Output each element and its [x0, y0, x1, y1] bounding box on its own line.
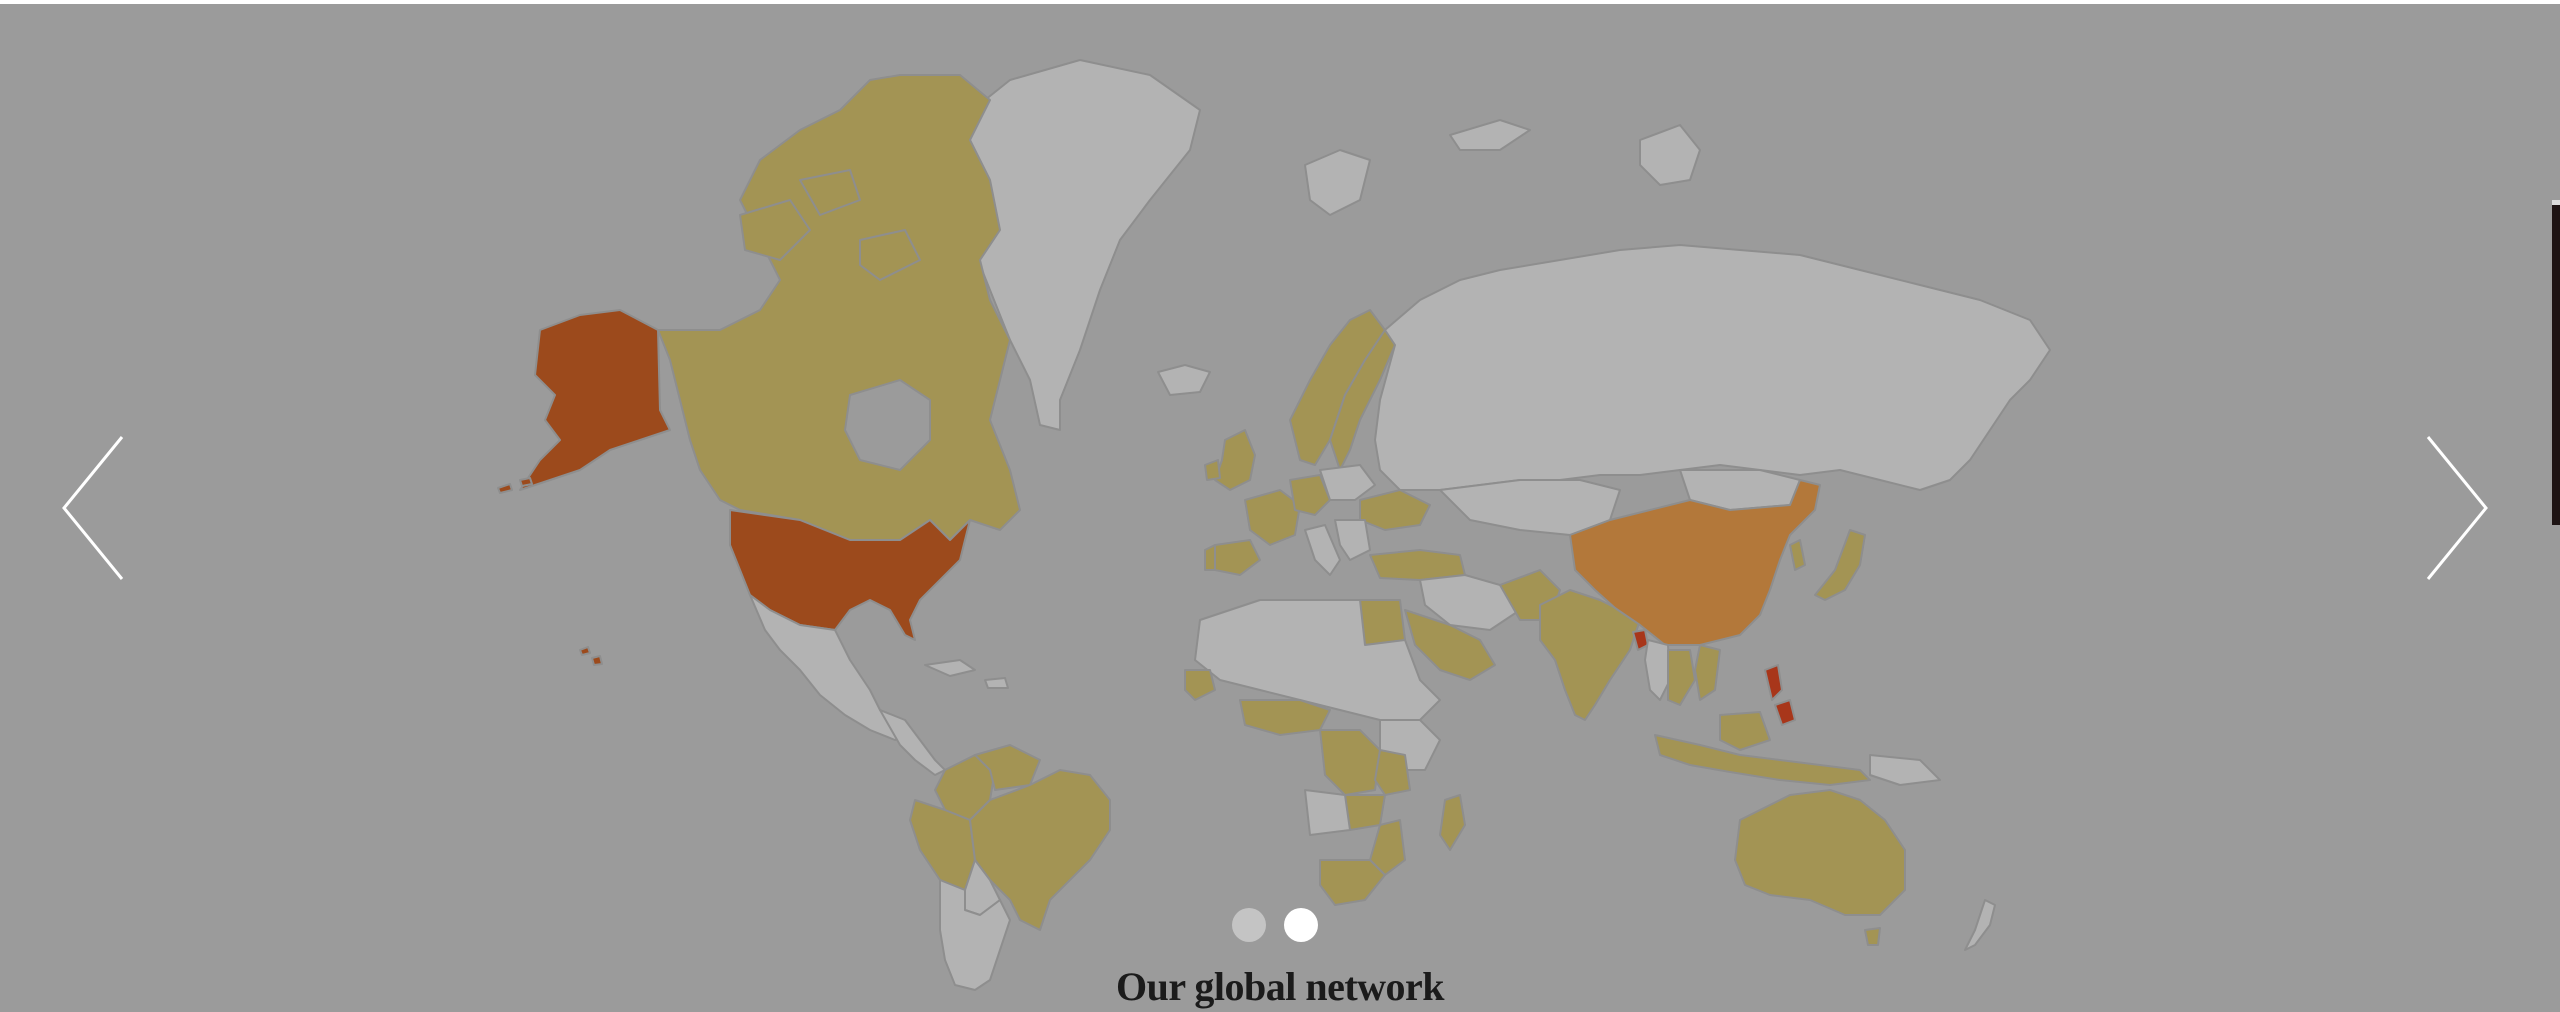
- country-tanzania: [1374, 749, 1411, 796]
- country-portugal: [1204, 544, 1216, 571]
- country-canada: [657, 74, 1021, 541]
- chevron-left-icon: [62, 436, 124, 580]
- country-japan: [1814, 529, 1866, 601]
- country-new-zealand: [1964, 899, 1996, 951]
- state-alaska: [519, 309, 671, 491]
- country-mozambique-zimbabwe: [1369, 819, 1406, 876]
- country-russia: [1374, 244, 2051, 491]
- previous-slide-button[interactable]: [50, 433, 130, 583]
- country-saudi-arabia: [1404, 609, 1496, 681]
- country-tasmania: [1864, 927, 1881, 946]
- country-spain: [1214, 539, 1261, 576]
- country-thailand: [1667, 649, 1696, 706]
- next-slide-button[interactable]: [2420, 433, 2500, 583]
- country-egypt: [1359, 599, 1406, 646]
- canada-islands-3: [859, 229, 921, 281]
- central-america: [879, 709, 946, 776]
- arctic-islands-west: [1304, 149, 1371, 216]
- canada-islands-2: [799, 169, 861, 216]
- country-drc: [1319, 729, 1381, 796]
- canada-islands-1: [739, 199, 811, 261]
- country-argentina-chile: [939, 879, 1011, 991]
- country-germany: [1289, 474, 1331, 516]
- africa-north: [1194, 599, 1441, 721]
- country-indonesia: [1654, 734, 1871, 786]
- aleutian-islands: [497, 477, 533, 494]
- country-myanmar: [1644, 639, 1671, 701]
- caribbean-islands: [924, 659, 1009, 689]
- top-border: [0, 0, 2560, 4]
- country-south-africa: [1319, 859, 1386, 906]
- arctic-islands-mid: [1449, 119, 1531, 151]
- country-ghana-nigeria: [1239, 699, 1331, 736]
- country-borneo: [1719, 711, 1771, 751]
- country-angola: [1304, 789, 1351, 836]
- country-france: [1244, 489, 1301, 546]
- slide-dot-2-active[interactable]: [1284, 908, 1318, 942]
- country-madagascar: [1439, 794, 1466, 851]
- country-vietnam: [1694, 644, 1721, 701]
- country-uk: [1214, 429, 1256, 491]
- country-zambia: [1344, 794, 1386, 831]
- state-hawaii: [579, 646, 603, 666]
- country-balkans: [1334, 519, 1371, 561]
- country-philippines: [1764, 664, 1796, 726]
- chevron-right-icon: [2426, 436, 2488, 580]
- country-india: [1539, 589, 1641, 721]
- slide-dot-1[interactable]: [1232, 908, 1266, 942]
- country-turkey: [1369, 549, 1466, 581]
- arctic-islands-east: [1639, 124, 1701, 186]
- country-ireland: [1204, 459, 1221, 481]
- hudson-bay: [844, 379, 931, 471]
- slide-pagination: [1232, 908, 1332, 944]
- country-korea: [1789, 539, 1806, 571]
- slide-caption: Our global network: [1115, 964, 1445, 1009]
- country-iran-iraq: [1419, 574, 1521, 631]
- country-poland-baltics: [1319, 464, 1376, 501]
- country-italy: [1304, 524, 1341, 576]
- country-senegal-west: [1184, 669, 1216, 701]
- country-ukraine: [1359, 489, 1431, 531]
- scrollbar-track[interactable]: [2552, 205, 2560, 525]
- country-sweden-finland: [1329, 329, 1396, 471]
- country-iceland: [1157, 364, 1211, 396]
- country-papua: [1869, 754, 1941, 786]
- country-bangladesh: [1632, 629, 1649, 651]
- country-china: [1569, 479, 1821, 646]
- country-australia: [1734, 789, 1906, 916]
